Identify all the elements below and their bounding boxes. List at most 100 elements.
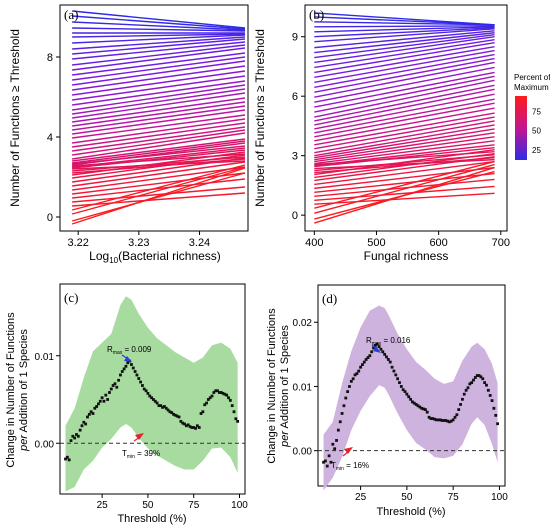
- panel-b-series-line: [314, 88, 495, 126]
- panel-d-y-tick-label: 0.00: [293, 447, 313, 458]
- panel-c-point: [184, 424, 188, 428]
- panel-d-point: [394, 373, 398, 377]
- panel-a-x-tick-label: 3.24: [189, 237, 210, 249]
- panel-b-series-line: [314, 30, 495, 49]
- panel-c-x-tick-label: 50: [142, 500, 154, 511]
- panel-c-point: [86, 415, 89, 419]
- panel-c-point: [230, 404, 234, 408]
- panel-a-series-line: [72, 36, 246, 50]
- panel-d-tmin-arrowhead: [344, 447, 353, 454]
- panel-d-point: [459, 403, 462, 406]
- panel-d-point: [357, 369, 361, 373]
- panel-a-series-line: [72, 88, 246, 115]
- panel-c-point: [164, 406, 168, 410]
- panel-c-point: [95, 405, 99, 408]
- panel-c-point: [119, 373, 122, 377]
- panel-b-x-tick-label: 400: [305, 237, 323, 249]
- panel-d-point: [401, 388, 405, 392]
- panel-c-point: [64, 457, 67, 461]
- panel-c-tmin-annotation: Tmin = 39%: [122, 449, 160, 460]
- panel-d-point: [425, 410, 429, 414]
- legend-tick-label: 50: [532, 127, 541, 136]
- panel-b-x-axis-label: Fungal richness: [364, 249, 449, 263]
- panel-c-point: [75, 433, 78, 436]
- panel-a-series-line: [72, 166, 246, 191]
- panel-d-point: [492, 406, 496, 410]
- panel-b-series-line: [314, 21, 495, 26]
- panel-d-point: [396, 377, 400, 381]
- panel-a-series-line: [72, 186, 246, 203]
- panel-a-y-axis-label: Number of Functions ≥ Threshold: [8, 29, 22, 207]
- panel-b-y-tick-label: 0: [292, 210, 298, 222]
- panel-c-point: [109, 387, 113, 391]
- panel-d-point: [379, 347, 383, 351]
- panel-c-point: [124, 364, 128, 368]
- panel-a-series-line: [72, 160, 246, 170]
- panel-d-rmax-arrowhead: [373, 346, 381, 353]
- panel-d-point: [442, 419, 446, 422]
- panel-c-y-axis-label-line2: per Addition of 1 Species: [18, 329, 30, 452]
- panel-a-series-line: [71, 167, 246, 225]
- panel-a-series-line: [72, 145, 246, 165]
- panel-c-point: [210, 394, 214, 398]
- panel-d-rmax-annotation: Rmax = 0.016: [366, 336, 411, 347]
- panel-d-y-axis-label-italic: per: [279, 430, 291, 448]
- panel-c-point: [166, 408, 170, 412]
- panel-d-point: [488, 394, 492, 397]
- panel-d-point: [416, 404, 420, 408]
- panel-a-series-line: [72, 56, 246, 81]
- panel-c-y-axis-label-rest: Addition of 1 Species: [18, 329, 30, 435]
- panel-d-tmin-subscript: min: [336, 466, 344, 472]
- panel-d-tmin-t: T: [331, 461, 336, 470]
- panel-b-series-line: [314, 12, 495, 26]
- panel-b-series-line: [314, 102, 495, 138]
- panel-a-series-line: [71, 166, 246, 215]
- panel-a-series-line: [72, 10, 246, 29]
- panel-b-y-tick-label: 9: [292, 32, 298, 44]
- panel-d-point: [435, 418, 438, 422]
- panel-b-series-line: [314, 140, 495, 165]
- panel-d-point: [405, 392, 409, 396]
- panel-d-point: [368, 354, 372, 358]
- panel-b-series-line: [314, 34, 495, 59]
- panel-c-point: [194, 426, 197, 430]
- panel-b-series-line: [314, 156, 495, 174]
- panel-a-series-line: [72, 101, 246, 127]
- panel-b-series-line: [314, 26, 495, 33]
- panel-a-y-tick-label: 4: [47, 132, 53, 144]
- panel-d-point: [483, 381, 487, 385]
- panel-d-point: [496, 422, 499, 426]
- panel-c-point: [142, 387, 146, 391]
- panel-c-point: [159, 404, 163, 408]
- panel-c-point: [177, 415, 181, 419]
- panel-d-point: [403, 390, 407, 394]
- panel-a-series-line: [72, 158, 246, 174]
- panel-c-point: [139, 380, 142, 384]
- panel-c-point: [78, 428, 82, 432]
- panel-d-fungal-slope: 25 50 75 100 0.00 0.01 0.02 Rmax = 0.016 Tmin …: [266, 284, 508, 518]
- panel-d-point: [333, 447, 337, 451]
- panel-d-point: [338, 420, 342, 424]
- panel-c-point: [120, 370, 124, 373]
- panel-d-point: [412, 401, 416, 405]
- panel-c-point: [172, 412, 175, 416]
- panel-a-series-line: [72, 80, 246, 106]
- panel-c-point: [183, 422, 186, 426]
- panel-d-point: [444, 419, 448, 422]
- panel-c-point: [65, 455, 69, 459]
- panel-a-label: (a): [64, 7, 78, 22]
- panel-b-series-line: [314, 45, 495, 79]
- panel-a-x-tick-label: 3.22: [67, 237, 88, 249]
- panel-c-point: [144, 389, 148, 393]
- panel-d-rmax-value: = 0.016: [381, 336, 411, 345]
- panel-c-point: [111, 384, 115, 387]
- panel-c-tmin-value: = 39%: [135, 449, 160, 458]
- panel-c-point: [199, 412, 203, 415]
- panel-c-point: [179, 419, 183, 423]
- panel-c-tmin-t: T: [122, 449, 127, 458]
- panel-a-y-tick-label: 8: [47, 52, 53, 64]
- panel-d-tmin-value: = 16%: [344, 461, 369, 470]
- panel-c-point: [87, 412, 91, 416]
- panel-d-point: [409, 397, 412, 401]
